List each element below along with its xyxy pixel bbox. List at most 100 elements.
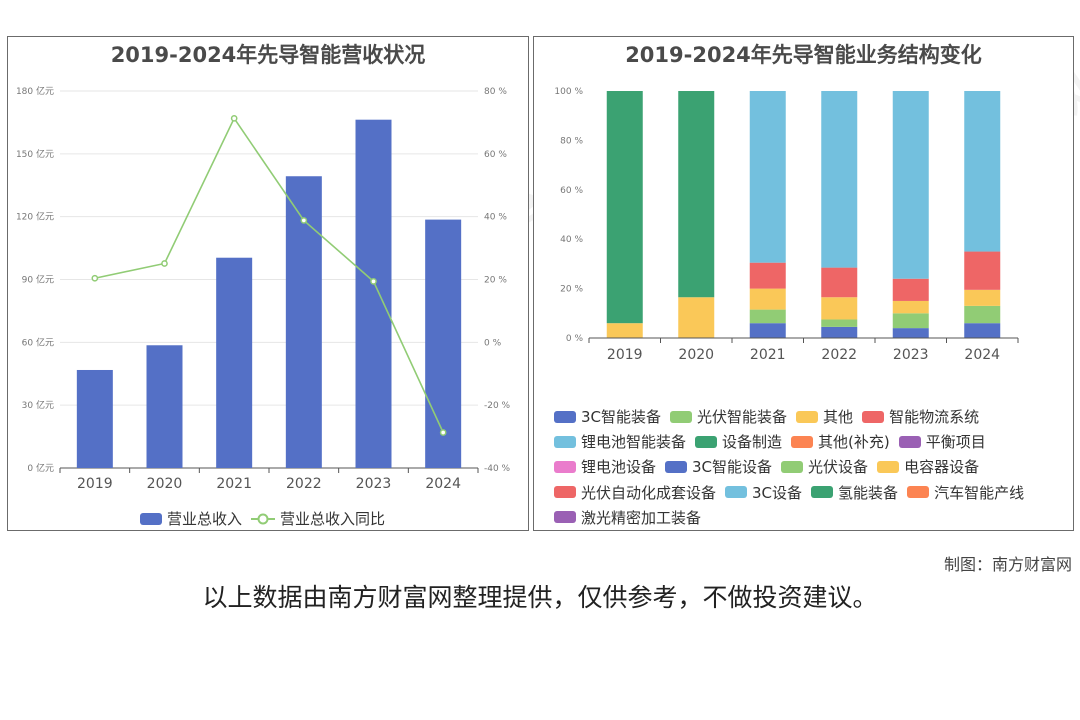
legend-item[interactable]: 平衡项目 [898, 431, 986, 452]
y-left-tick-label: 60 亿元 [22, 336, 54, 348]
legend-item[interactable]: 锂电池设备 [554, 456, 656, 477]
legend-label: 锂电池智能装备 [581, 433, 687, 452]
stacked-bar-segment [964, 289, 1001, 306]
stacked-bar-segment [821, 297, 858, 320]
stacked-bar-segment [892, 278, 929, 301]
legend-swatch-icon [665, 460, 688, 473]
x-tick-label: 2022 [821, 347, 857, 363]
legend-item[interactable]: 3C智能设备 [665, 456, 772, 477]
stacked-bar-segment [892, 328, 929, 338]
stacked-bar-segment [964, 91, 1001, 252]
chart-credit: 制图：南方财富网 [943, 555, 1072, 574]
structure-chart-title: 2019-2024年先导智能业务结构变化 [625, 43, 982, 67]
stacked-bar-segment [821, 326, 858, 338]
bar-swatch-icon [140, 512, 162, 525]
legend-row: 锂电池智能装备 设备制造 其他(补充) 平衡项目 [554, 431, 995, 452]
legend-item[interactable]: 激光精密加工装备 [554, 507, 701, 528]
x-tick-label: 2023 [356, 476, 392, 492]
yoy-point [370, 278, 377, 285]
y-tick-label: 20 % [560, 285, 583, 295]
legend-label: 智能物流系统 [889, 408, 980, 426]
y-tick-label: 40 % [560, 235, 583, 245]
legend-item-yoy[interactable]: 营业总收入同比 [251, 508, 385, 529]
legend-item[interactable]: 设备制造 [695, 431, 782, 452]
x-tick-label: 2019 [77, 476, 113, 492]
legend-swatch-icon [670, 410, 693, 423]
revenue-bar [76, 369, 113, 468]
legend-item[interactable]: 其他(补充) [791, 431, 890, 452]
y-left-tick-label: 120 亿元 [16, 211, 54, 223]
stacked-bar-segment [821, 267, 858, 298]
legend-item[interactable]: 3C设备 [725, 482, 802, 503]
yoy-point [439, 429, 447, 436]
revenue-chart-title: 2019-2024年先导智能营收状况 [110, 43, 426, 67]
legend-label: 设备制造 [722, 433, 783, 452]
legend-swatch-icon [554, 460, 576, 473]
legend-item[interactable]: 锂电池智能装备 [554, 431, 686, 452]
legend-swatch-icon [725, 486, 748, 499]
disclaimer-text: 以上数据由南方财富网整理提供，仅供参考，不做投资建议。 [202, 583, 878, 612]
revenue-chart-svg: 0 亿元 -40 % 30 亿元 -20 % 60 亿元 0 % 90 亿元 20 % 120 … [16, 85, 511, 492]
x-tick-label: 2022 [286, 476, 322, 492]
stacked-bar-segment [749, 91, 786, 263]
legend-item[interactable]: 光伏设备 [781, 456, 868, 477]
stacked-bar-segment [964, 305, 1001, 324]
legend-swatch-icon [554, 410, 576, 423]
stacked-bar-segment [892, 313, 929, 329]
y-right-tick-label: 60 % [484, 150, 507, 160]
legend-label: 光伏自动化成套设备 [581, 483, 717, 502]
legend-row: 锂电池设备 3C智能设备 光伏设备 电容器设备 [554, 456, 988, 477]
legend-label: 光伏智能装备 [697, 408, 788, 426]
legend-item[interactable]: 3C智能装备 [554, 406, 661, 427]
stacked-bar-segment [964, 323, 1001, 338]
legend-swatch-icon [554, 435, 576, 448]
y-tick-label: 100 % [554, 87, 583, 97]
structure-chart-panel: 2019-2024年先导智能业务结构变化 0 % 20 % 40 % 60 % 80 %… [533, 36, 1074, 531]
legend-label: 其他(补充) [818, 433, 890, 452]
x-tick-label: 2020 [678, 347, 714, 363]
legend-swatch-icon [554, 486, 576, 499]
stacked-bar-segment [749, 262, 786, 289]
legend-item[interactable]: 其他 [796, 406, 853, 427]
y-tick-label: 0 % [566, 334, 584, 344]
stacked-bar-segment [749, 288, 786, 310]
legend-item-revenue[interactable]: 营业总收入 [140, 508, 242, 529]
y-left-tick-label: 180 亿元 [16, 85, 54, 97]
y-right-tick-label: 40 % [484, 213, 507, 223]
revenue-bar [285, 176, 322, 468]
legend-item[interactable]: 汽车智能产线 [907, 482, 1024, 503]
yoy-line [94, 116, 444, 433]
yoy-point [91, 274, 99, 282]
y-left-tick-label: 30 亿元 [22, 399, 54, 411]
stacked-bar-segment [892, 300, 929, 314]
x-tick-label: 2019 [607, 347, 643, 363]
line-swatch-icon [251, 513, 276, 524]
revenue-bar [355, 119, 392, 469]
legend-item[interactable]: 光伏智能装备 [670, 406, 787, 427]
legend-swatch-icon [791, 435, 814, 448]
x-tick-label: 2021 [216, 476, 252, 492]
revenue-bar [146, 345, 183, 468]
revenue-chart-legend: 营业总收入 营业总收入同比 [140, 508, 394, 529]
yoy-point [161, 260, 168, 267]
revenue-chart-panel: 2019-2024年先导智能营收状况 0 亿元 -40 % 30 亿元 -20 % 60… [7, 36, 529, 531]
legend-swatch-icon [554, 511, 576, 524]
y-left-tick-label: 150 亿元 [16, 148, 54, 160]
legend-swatch-icon [796, 410, 819, 423]
y-right-tick-label: -40 % [484, 464, 511, 474]
x-tick-label: 2024 [964, 347, 1000, 363]
y-tick-label: 80 % [560, 136, 583, 146]
legend-row: 3C智能装备 光伏智能装备 其他 智能物流系统 [554, 406, 988, 427]
legend-label: 电容器设备 [904, 458, 980, 477]
legend-item[interactable]: 智能物流系统 [862, 406, 979, 427]
legend-swatch-icon [781, 460, 804, 473]
legend-item[interactable]: 电容器设备 [877, 456, 979, 477]
legend-item[interactable]: 光伏自动化成套设备 [554, 482, 716, 503]
legend-label: 氢能装备 [838, 483, 899, 502]
legend-label: 锂电池设备 [581, 458, 657, 477]
legend-label: 光伏设备 [808, 458, 869, 477]
stacked-bar-segment [606, 323, 643, 338]
legend-label: 3C智能装备 [581, 408, 662, 426]
x-tick-label: 2020 [147, 476, 183, 492]
legend-item[interactable]: 氢能装备 [811, 482, 898, 503]
